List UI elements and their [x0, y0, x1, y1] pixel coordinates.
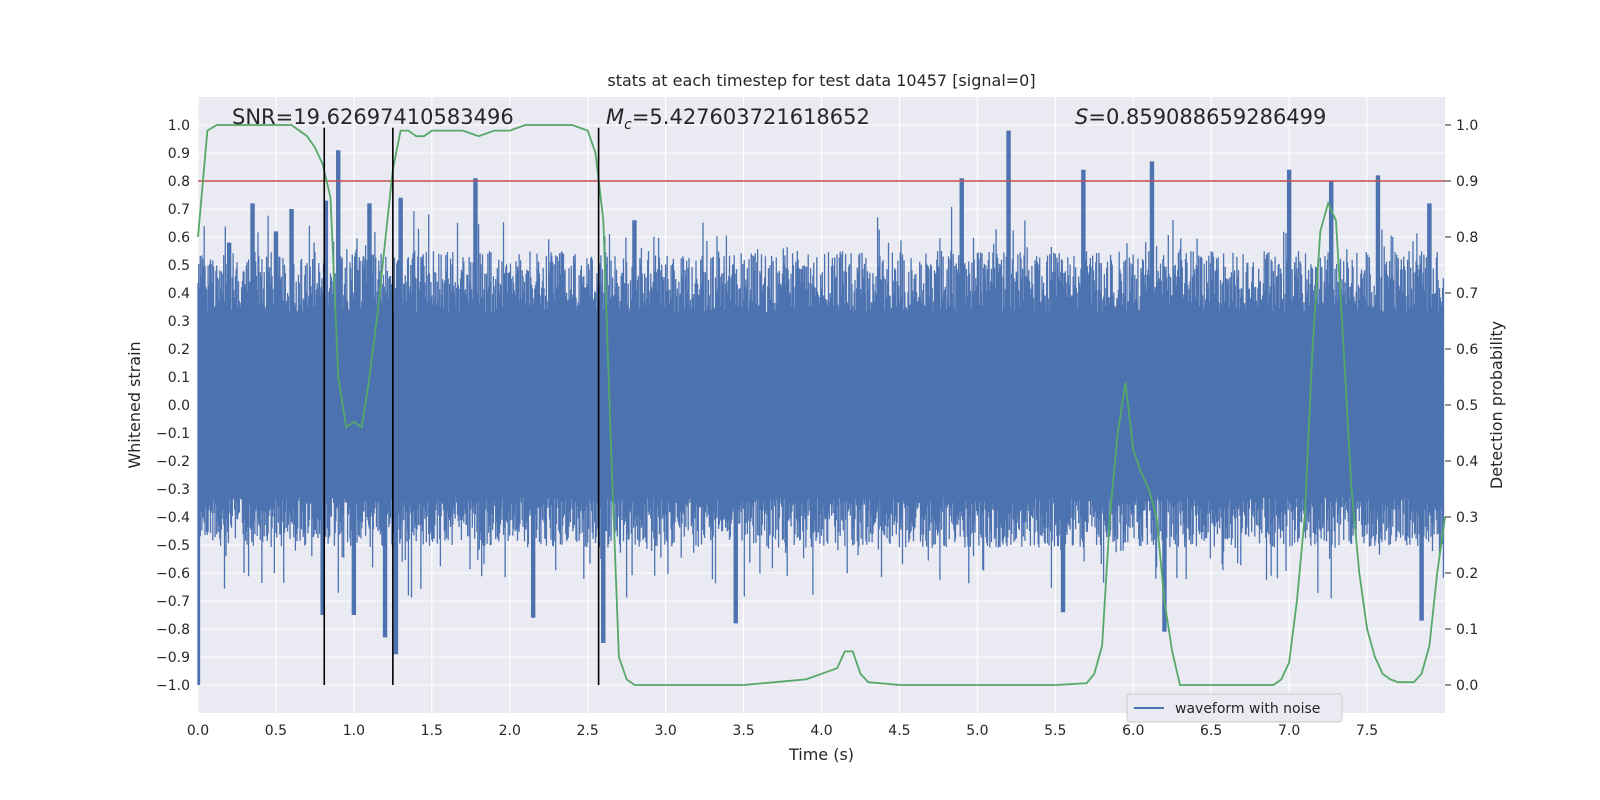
x-tick-label: 3.0: [654, 723, 676, 739]
y-right-tick-label: 0.5: [1456, 398, 1478, 414]
y-right-tick-label: 0.8: [1456, 230, 1478, 246]
plot-area: [197, 124, 1446, 686]
y-left-tick-label: 1.0: [168, 118, 190, 134]
y-right-tick-label: 0.4: [1456, 454, 1478, 470]
legend-box: [1126, 693, 1343, 723]
x-tick-label: 0.0: [187, 723, 209, 739]
y-right-tick-label: 0.6: [1456, 342, 1478, 358]
y-left-tick-label: −0.4: [156, 510, 190, 526]
y-left-tick-label: −0.1: [156, 426, 190, 442]
x-tick-label: 7.5: [1356, 723, 1378, 739]
x-tick-label: 7.0: [1278, 723, 1300, 739]
waveform-with-noise-line: [197, 130, 1445, 685]
y-right-tick-label: 0.3: [1456, 510, 1478, 526]
x-axis-label: Time (s): [788, 745, 854, 764]
x-tick-label: 3.5: [732, 723, 754, 739]
x-tick-label: 2.0: [499, 723, 521, 739]
score-symbol: S: [1075, 105, 1088, 129]
y-left-tick-label: 0.5: [168, 258, 190, 274]
x-tick-label: 1.0: [343, 723, 365, 739]
y-right-tick-label: 0.1: [1456, 622, 1478, 638]
snr-annotation: SNR=19.62697410583496: [232, 105, 514, 129]
x-tick-label: 6.0: [1122, 723, 1144, 739]
y-left-tick-label: 0.1: [168, 370, 190, 386]
score-value: =0.859088659286499: [1088, 105, 1326, 129]
detection-probability-line: [197, 124, 1446, 686]
y-left-tick-label: −0.3: [156, 482, 190, 498]
y-left-tick-label: −0.6: [156, 566, 190, 582]
x-tick-label: 4.0: [810, 723, 832, 739]
legend: waveform with noise: [1126, 693, 1343, 723]
y-left-tick-label: 0.6: [168, 230, 190, 246]
y-axis-left: 1.0 0.9 0.8 0.7 0.6 0.5 0.4 0.3 0.2 0.1 0.0 −0.1 −0.…: [156, 118, 190, 694]
y-left-tick-label: 0.0: [168, 398, 190, 414]
y-left-tick-label: 0.3: [168, 314, 190, 330]
y-left-tick-label: −0.5: [156, 538, 190, 554]
x-tick-label: 5.0: [966, 723, 988, 739]
y-left-tick-label: −1.0: [156, 678, 190, 694]
chirp-mass-annotation: Mc=5.427603721618652: [606, 105, 870, 133]
y-axis-right: 1.0 0.9 0.8 0.7 0.6 0.5 0.4 0.3 0.2 0.1 0.0: [1445, 118, 1478, 694]
x-tick-label: 6.5: [1200, 723, 1222, 739]
y-left-tick-label: 0.9: [168, 146, 190, 162]
x-tick-label: 5.5: [1044, 723, 1066, 739]
x-tick-label: 4.5: [888, 723, 910, 739]
chirp-mass-value: =5.427603721618652: [632, 105, 870, 129]
y-left-tick-label: 0.7: [168, 202, 190, 218]
y-left-tick-label: −0.2: [156, 454, 190, 470]
y-right-tick-label: 1.0: [1456, 118, 1478, 134]
y-right-tick-label: 0.2: [1456, 566, 1478, 582]
legend-label-waveform: waveform with noise: [1175, 701, 1320, 717]
y-right-tick-label: 0.0: [1456, 678, 1478, 694]
x-tick-label: 1.5: [421, 723, 443, 739]
x-tick-label: 0.5: [265, 723, 287, 739]
y-left-tick-label: −0.7: [156, 594, 190, 610]
score-annotation: S=0.859088659286499: [1075, 105, 1326, 129]
y-left-tick-label: −0.8: [156, 622, 190, 638]
chart-title: stats at each timestep for test data 104…: [607, 71, 1035, 90]
x-tick-label: 2.5: [577, 723, 599, 739]
y-left-tick-label: 0.4: [168, 286, 190, 302]
y-right-tick-label: 0.7: [1456, 286, 1478, 302]
y-axis-right-label: Detection probability: [1487, 321, 1506, 489]
y-left-tick-label: 0.2: [168, 342, 190, 358]
y-axis-left-label: Whitened strain: [125, 341, 144, 468]
chirp-mass-symbol: M: [606, 105, 624, 129]
x-axis: 0.0 0.5 1.0 1.5 2.0 2.5 3.0 3.5 4.0 4.5 5.0 5.5 6.0 6…: [187, 723, 1378, 739]
y-left-tick-label: −0.9: [156, 650, 190, 666]
y-left-tick-label: 0.8: [168, 174, 190, 190]
chirp-mass-subscript: c: [624, 117, 632, 133]
y-right-tick-label: 0.9: [1456, 174, 1478, 190]
